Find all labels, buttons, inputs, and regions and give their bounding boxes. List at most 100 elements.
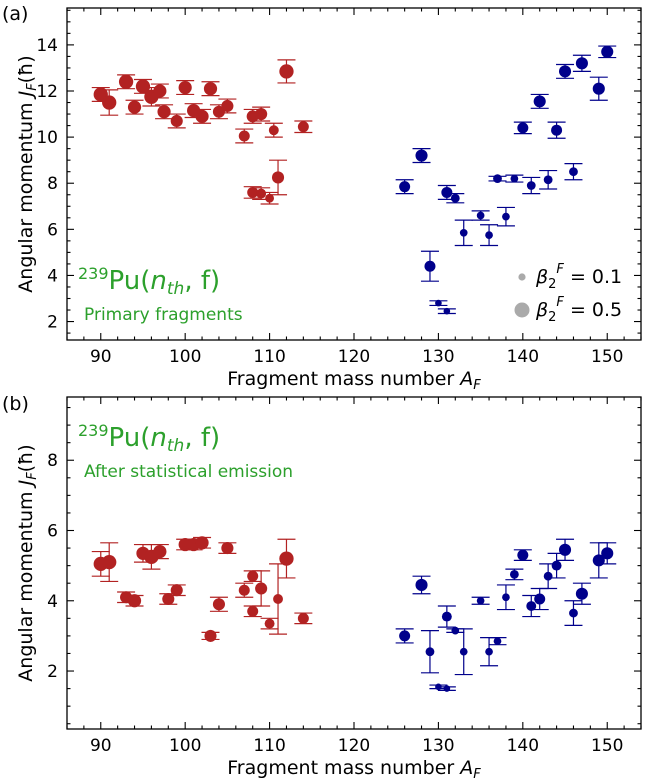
marker [592,82,605,95]
marker [601,45,614,58]
data-point [243,605,262,618]
data-point [496,206,515,227]
marker [255,108,268,121]
marker [575,587,588,600]
data-point [539,169,558,190]
data-point [264,122,283,138]
panel-b-tag: (b) [2,393,29,415]
legend-label-large: β2F = 0.5 [535,295,622,325]
marker [502,593,510,602]
data-point [556,538,575,561]
data-point [564,163,583,181]
marker [534,593,546,605]
data-point [218,98,237,114]
data-point [209,596,228,612]
marker [510,174,519,183]
marker [558,543,572,556]
y-tick-label: 2 [47,313,58,333]
marker [195,536,209,550]
data-point [125,99,144,115]
data-point [556,63,575,79]
data-point [277,59,296,84]
data-point [589,76,608,101]
data-point [277,538,296,579]
data-point [505,568,524,581]
marker [264,618,275,629]
data-point [547,552,566,579]
data-point [488,637,507,646]
data-point [446,626,465,635]
marker [543,175,553,185]
panel-a-annotation-label: Primary fragments [84,305,243,325]
data-point [155,104,174,120]
data-point [218,542,237,555]
data-point [598,45,617,59]
data-point [420,250,439,282]
marker [127,100,142,114]
panel-b-annotation-label: After statistical emission [84,462,293,482]
marker [255,582,268,595]
marker [526,181,536,190]
x-tick-label: 110 [253,347,285,367]
data-point [454,628,473,676]
marker [441,611,452,622]
panel-b-y-axis-label: Angular momentum JF(ħ) [15,444,40,681]
marker [135,79,151,94]
marker [558,65,572,78]
marker [279,551,294,566]
marker [517,122,529,134]
data-point [167,584,186,597]
panel-a-annotation: 239Pu(nth, f) Primary fragments [78,264,243,325]
marker [441,186,453,198]
data-point [235,582,254,598]
data-point [150,543,169,560]
data-point [488,174,507,184]
marker [476,211,485,220]
marker [425,647,435,657]
panel-a-data [91,45,617,315]
marker [170,584,183,597]
data-point [100,542,119,583]
marker [459,228,468,237]
data-point [193,536,212,550]
marker [509,570,519,579]
marker [435,299,442,307]
marker [118,74,134,89]
marker [153,84,167,98]
data-point [235,128,254,144]
marker [153,544,167,559]
data-point [437,184,456,200]
data-point [513,549,532,561]
data-point [117,74,136,90]
data-point [100,89,119,116]
data-point [530,93,549,109]
data-point [471,210,490,221]
data-point [420,630,439,674]
x-tick-label: 130 [422,736,454,756]
marker [204,629,217,642]
data-point [480,224,499,247]
marker [543,571,553,581]
data-point [269,563,288,635]
marker [415,578,428,592]
data-point [572,582,591,605]
data-point [167,113,186,129]
data-point [193,108,212,124]
marker [493,637,502,646]
x-tick-label: 140 [507,347,539,367]
panel-a-y-axis-label: Angular momentum JF(ħ) [15,55,40,292]
x-tick-label: 100 [169,736,201,756]
marker [424,260,436,272]
marker [127,594,142,608]
marker [170,114,183,128]
marker [238,130,250,142]
x-tick-label: 90 [90,347,112,367]
data-point [252,106,271,122]
marker [601,547,614,560]
marker [221,542,234,555]
marker [297,121,309,133]
y-tick-label: 14 [36,36,58,56]
marker [265,193,274,203]
y-tick-label: 12 [36,82,58,102]
